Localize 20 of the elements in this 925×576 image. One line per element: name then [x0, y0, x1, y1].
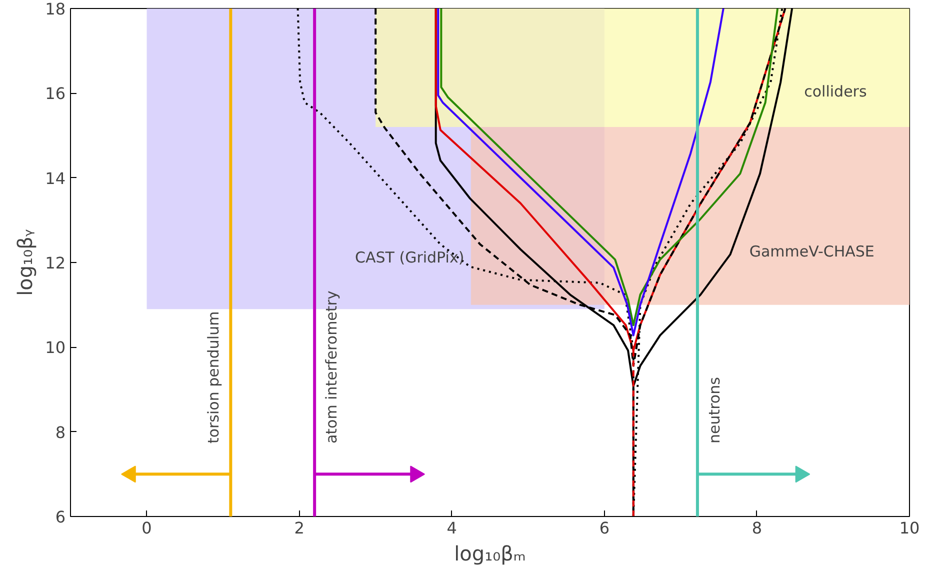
- x-tick-label: 0: [142, 518, 152, 538]
- series-label: colliders: [804, 82, 867, 100]
- y-tick-label: 14: [45, 168, 66, 188]
- y-tick-label: 10: [45, 338, 66, 358]
- ref-line-label: neutrons: [705, 376, 724, 444]
- y-tick-label: 18: [45, 0, 66, 18]
- x-tick-label: 2: [294, 518, 304, 538]
- series-label: GammeV-CHASE: [749, 242, 874, 260]
- ref-line-label: atom interferometry: [322, 290, 341, 444]
- y-tick-label: 8: [55, 422, 66, 442]
- x-tick-label: 6: [599, 518, 610, 538]
- x-tick-label: 8: [752, 518, 762, 538]
- x-tick-label: 4: [446, 518, 457, 538]
- series-label: CAST (GridPix): [355, 248, 464, 267]
- x-axis-title: log₁₀βₘ: [454, 542, 526, 566]
- ref-line-label: torsion pendulum: [204, 311, 223, 444]
- y-axis-title: log₁₀βᵧ: [13, 228, 38, 296]
- y-tick-label: 16: [45, 84, 66, 104]
- y-tick-label: 12: [45, 254, 66, 272]
- x-tick-label: 10: [899, 518, 920, 538]
